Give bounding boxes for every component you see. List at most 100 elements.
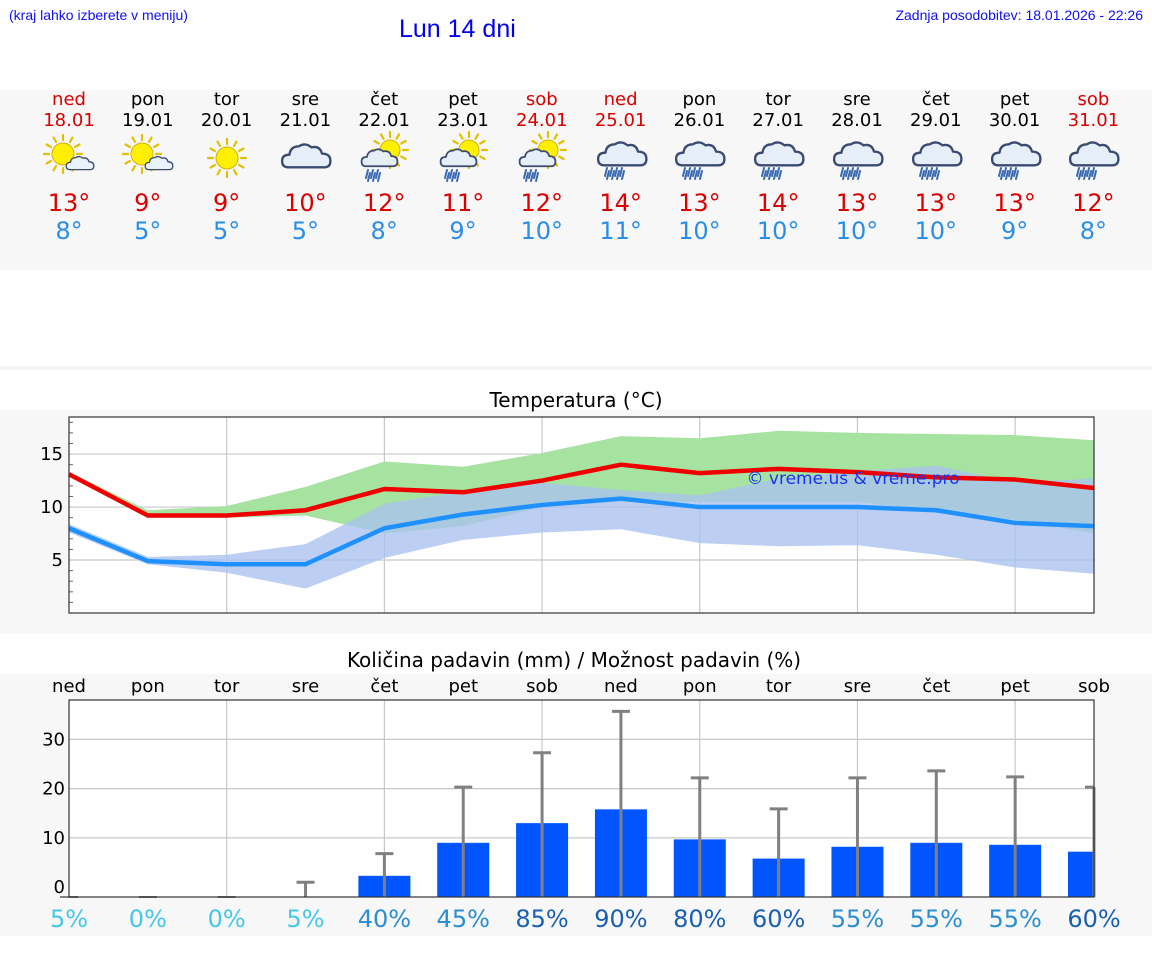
- temp-max: 12°: [1072, 189, 1115, 217]
- sun-cloud-icon: [42, 133, 95, 175]
- day-name: čet: [921, 89, 950, 110]
- temp-min: 11°: [599, 217, 642, 245]
- max-temp-line: [67, 462, 1095, 518]
- sun-cloud-icon: [121, 133, 174, 175]
- day-column: sob 24.01 12° 10°: [502, 90, 582, 246]
- y-tick-label: 15: [40, 444, 63, 465]
- day-name: tor: [213, 89, 240, 110]
- day-date: 24.01: [516, 110, 568, 131]
- day-name: pon: [130, 89, 165, 110]
- x-tick-label: sre: [292, 676, 319, 697]
- cloud-rain-icon: [754, 141, 805, 180]
- plot-frame: [68, 699, 1095, 898]
- sun-cloud-rain-icon: [360, 130, 410, 182]
- precip-probability: 0%: [208, 905, 246, 933]
- day-name: ned: [603, 89, 638, 110]
- x-tick-label: sob: [526, 676, 558, 697]
- temp-max: 13°: [678, 189, 721, 217]
- x-tick-label: pet: [448, 676, 478, 697]
- temp-max: 12°: [520, 189, 564, 217]
- precip-probability: 55%: [988, 905, 1041, 933]
- day-column: sob 31.01 12° 8°: [1053, 90, 1133, 245]
- day-column: tor 20.01 9° 5°: [187, 89, 267, 246]
- temp-max: 14°: [599, 189, 642, 217]
- max-temp-band: [69, 430, 1094, 534]
- day-date: 30.01: [988, 110, 1041, 131]
- day-name: pet: [448, 89, 478, 110]
- temp-min: 10°: [520, 217, 564, 245]
- x-tick-label: sob: [1078, 676, 1110, 697]
- day-column: pon 19.01 9° 5°: [108, 90, 188, 245]
- cloud-rain-icon: [990, 141, 1042, 180]
- precip-probability: 55%: [910, 905, 963, 933]
- day-name: ned: [52, 89, 86, 110]
- y-tick-label: 0: [54, 877, 65, 898]
- precip-probability: 60%: [1067, 905, 1120, 933]
- temp-min: 5°: [291, 217, 320, 245]
- day-date: 22.01: [358, 110, 410, 131]
- cloud-icon: [281, 143, 332, 169]
- sun-cloud-rain-icon: [518, 130, 567, 182]
- precip-probability: 85%: [515, 905, 568, 933]
- day-column: pon 26.01 13° 10°: [659, 90, 739, 245]
- precip-probability: 5%: [286, 905, 324, 933]
- temp-min: 10°: [756, 217, 800, 245]
- daily-forecast-panel: ned 18.01 13° 8° pon 19.01 9° 5° tor 20.01 9° 5° sre…: [0, 90, 1152, 270]
- temp-min: 9°: [449, 217, 477, 245]
- precip-probability: 60%: [752, 905, 805, 933]
- precip-bar: [1068, 851, 1094, 897]
- x-tick-label: pet: [1000, 676, 1030, 697]
- day-name: tor: [765, 89, 791, 110]
- x-tick-label: sre: [844, 676, 871, 697]
- min-temp-band: [69, 465, 1094, 589]
- temp-max: 9°: [134, 189, 162, 217]
- sun-icon: [206, 137, 247, 179]
- x-tick-label: pon: [131, 676, 165, 697]
- temp-max: 9°: [212, 189, 241, 217]
- day-date: 26.01: [673, 110, 726, 131]
- temp-min: 8°: [55, 217, 83, 245]
- temp-min: 8°: [1079, 217, 1108, 245]
- day-date: 31.01: [1067, 110, 1120, 131]
- sun-cloud-rain-icon: [439, 130, 489, 182]
- precip-probability: 0%: [129, 905, 167, 933]
- day-column: ned 25.01 14° 11°: [581, 90, 661, 245]
- x-tick-label: ned: [604, 676, 638, 697]
- watermark: © vreme.us & vreme.pro: [746, 469, 959, 489]
- precip-probability: 90%: [594, 905, 647, 933]
- temp-max: 13°: [47, 189, 91, 217]
- day-column: čet 29.01 13° 10°: [896, 90, 976, 245]
- temp-min: 10°: [678, 217, 721, 245]
- last-update: Zadnja posodobitev: 18.01.2026 - 22:26: [895, 7, 1143, 23]
- day-date: 20.01: [200, 110, 253, 131]
- x-tick-label: ned: [52, 676, 86, 697]
- day-date: 25.01: [594, 110, 647, 131]
- temp-max: 14°: [756, 189, 800, 217]
- day-date: 29.01: [910, 110, 962, 131]
- temp-max: 12°: [362, 189, 406, 217]
- precip-probability: 55%: [831, 905, 884, 933]
- day-name: pon: [682, 89, 717, 110]
- min-temp-line: [68, 496, 1095, 567]
- day-column: pet 30.01 13° 9°: [975, 90, 1055, 245]
- cloud-rain-icon: [596, 141, 648, 180]
- day-date: 21.01: [279, 110, 332, 131]
- precip-probability: 80%: [673, 905, 726, 933]
- temp-max: 13°: [835, 189, 879, 217]
- precip-probability: 5%: [50, 905, 88, 933]
- day-column: sre 21.01 10° 5°: [265, 90, 345, 245]
- temp-max: 13°: [914, 189, 958, 217]
- temp-min: 9°: [1000, 217, 1029, 245]
- x-tick-label: tor: [214, 676, 240, 697]
- y-tick-label: 10: [40, 497, 63, 518]
- precip-probability: 40%: [358, 905, 411, 933]
- temp-max: 13°: [993, 189, 1036, 217]
- day-name: sre: [843, 89, 871, 110]
- day-column: ned 18.01 13° 8°: [29, 90, 109, 245]
- page-title: Lun 14 dni: [399, 15, 516, 43]
- cloud-rain-icon: [1069, 141, 1120, 180]
- y-tick-label: 30: [42, 729, 65, 750]
- cloud-rain-icon: [911, 141, 963, 180]
- day-name: pet: [999, 89, 1030, 110]
- day-date: 28.01: [831, 110, 883, 131]
